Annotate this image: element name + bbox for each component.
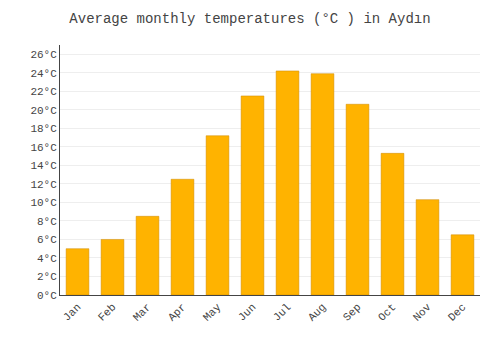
- svg-text:8°C: 8°C: [37, 216, 57, 228]
- svg-text:Jan: Jan: [61, 301, 83, 323]
- svg-text:6°C: 6°C: [37, 234, 57, 246]
- svg-text:Jul: Jul: [271, 301, 293, 323]
- svg-text:Jun: Jun: [236, 301, 258, 323]
- svg-text:14°C: 14°C: [30, 160, 57, 172]
- svg-text:10°C: 10°C: [30, 197, 57, 209]
- svg-text:May: May: [201, 301, 224, 324]
- svg-text:20°C: 20°C: [30, 105, 57, 117]
- svg-text:26°C: 26°C: [30, 49, 57, 61]
- svg-text:Aug: Aug: [306, 301, 328, 323]
- svg-text:22°C: 22°C: [30, 86, 57, 98]
- svg-text:Nov: Nov: [411, 301, 434, 324]
- svg-text:12°C: 12°C: [30, 179, 57, 191]
- svg-text:0°C: 0°C: [37, 290, 57, 302]
- svg-text:2°C: 2°C: [37, 271, 57, 283]
- svg-text:Sep: Sep: [341, 301, 363, 323]
- svg-text:Apr: Apr: [166, 301, 188, 323]
- svg-text:Dec: Dec: [446, 301, 468, 323]
- svg-text:18°C: 18°C: [30, 123, 57, 135]
- svg-text:4°C: 4°C: [37, 253, 57, 265]
- svg-text:Average monthly temperatures (: Average monthly temperatures (°C ) in Ay…: [69, 11, 430, 27]
- svg-text:24°C: 24°C: [30, 68, 57, 80]
- svg-text:Feb: Feb: [96, 301, 118, 323]
- svg-text:16°C: 16°C: [30, 142, 57, 154]
- svg-text:Oct: Oct: [376, 301, 398, 323]
- svg-text:Mar: Mar: [131, 301, 153, 323]
